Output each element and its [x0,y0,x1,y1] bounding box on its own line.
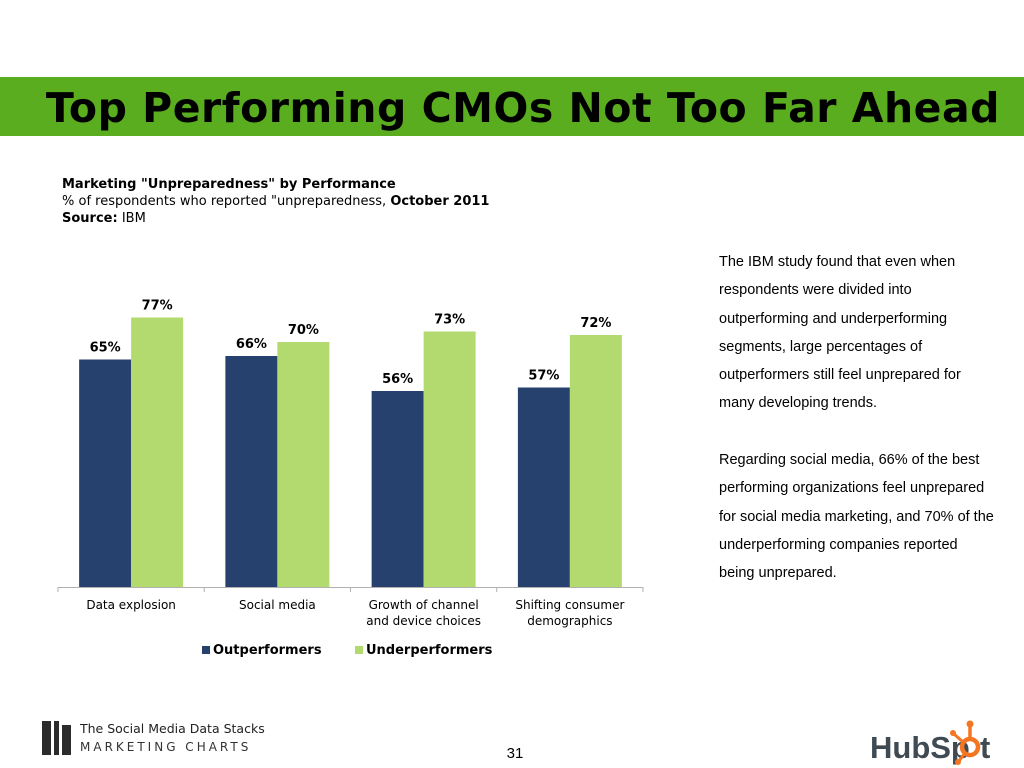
bar-underperformers [131,317,184,587]
bar-outperformers [225,356,278,587]
chart-title: Marketing "Unpreparedness" by Performanc… [62,177,396,192]
page-number: 31 [506,745,524,762]
sprocket-icon [950,720,981,765]
chart-header: Marketing "Unpreparedness" by Performanc… [62,176,489,227]
body-text: The IBM study found that even when respo… [719,248,994,588]
data-label: 56% [382,372,413,387]
legend-swatch [202,646,210,654]
data-label: 65% [90,341,121,356]
chart-subtitle: % of respondents who reported "unprepare… [62,193,489,210]
data-label: 72% [580,316,611,331]
chart-source: Source: IBM [62,210,489,227]
bar-outperformers [517,387,570,587]
bar-outperformers [79,359,132,587]
bar-outperformers [371,391,424,587]
hubspot-logo: HubSp t [870,720,990,765]
stacks-icon [42,721,72,755]
x-tick-label: Shifting consumer [515,598,624,612]
slide-title: Top Performing CMOs Not Too Far Ahead [45,84,1000,132]
title-bar: Top Performing CMOs Not Too Far Ahead [0,77,1024,136]
data-label: 70% [288,323,319,338]
bar-underperformers [423,331,476,587]
bar-underperformers [277,342,330,587]
data-label: 57% [528,369,559,384]
data-label: 66% [236,337,267,352]
bar-underperformers [569,335,622,587]
source-value: IBM [121,211,146,226]
x-tick-label: Social media [239,598,316,612]
x-tick-label: Growth of channel [369,598,479,612]
legend-swatch [355,646,363,654]
legend-label: Outperformers [213,643,322,658]
x-tick-label: Data explosion [86,598,176,612]
data-label: 77% [142,299,173,314]
chart-subtitle-date: October 2011 [390,194,490,209]
x-tick-label: and device choices [366,614,481,628]
brand-line-1: The Social Media Data Stacks [80,721,265,736]
chart-subtitle-text: % of respondents who reported "unprepare… [62,194,391,209]
data-label: 73% [434,313,465,328]
body-paragraph-2: Regarding social media, 66% of the best … [719,452,994,582]
x-tick-label: demographics [527,614,612,628]
legend-label: Underperformers [366,643,493,658]
brand-line-2: MARKETING CHARTS [80,740,252,754]
source-label: Source: [62,211,118,226]
body-paragraph-1: The IBM study found that even when respo… [719,254,961,412]
hubspot-wordmark-part-2: t [980,730,990,765]
